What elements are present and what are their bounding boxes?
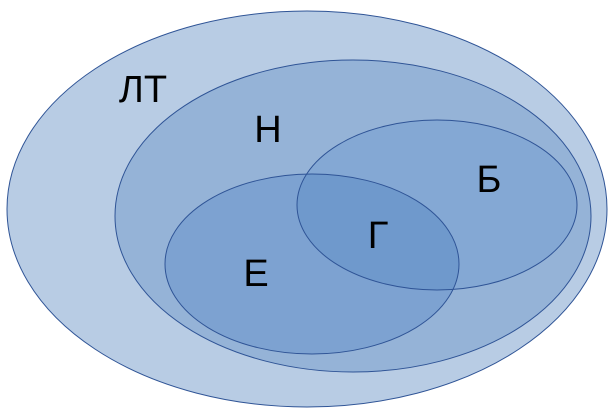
set-b-outline <box>296 119 578 291</box>
set-n-outline <box>114 59 592 373</box>
set-b-label: Б <box>477 159 502 201</box>
set-e-outline <box>164 173 460 355</box>
set-lt-outline <box>6 10 608 408</box>
set-e-label: Е <box>243 253 268 295</box>
set-lt-label: ЛТ <box>119 69 167 111</box>
set-g-label: Г <box>368 215 389 257</box>
set-n-label: Н <box>254 109 281 151</box>
